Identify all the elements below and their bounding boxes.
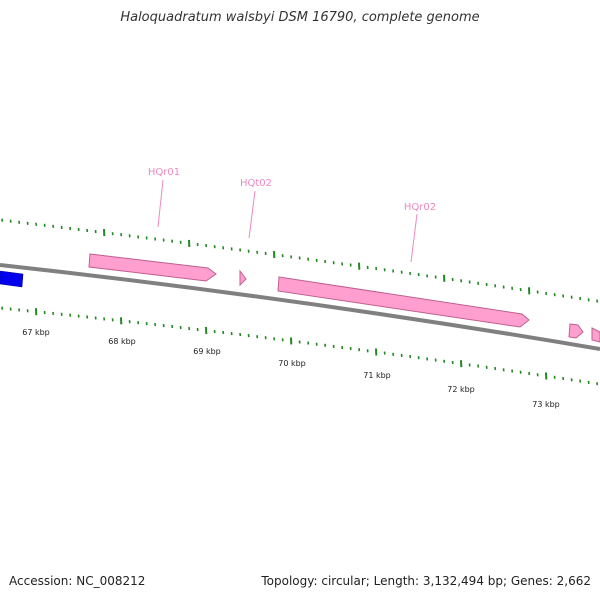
scale-label-68: 68 kbp [108, 337, 136, 346]
scale-label-70: 70 kbp [278, 359, 306, 368]
scale-label-72: 72 kbp [447, 385, 475, 394]
gene-label-hqt02: HQt02 [240, 178, 272, 189]
scale-label-71: 71 kbp [363, 371, 391, 380]
genome-backbone [0, 263, 600, 351]
gene-label-hqr02: HQr02 [404, 202, 436, 213]
rna-feature-edge-2[interactable] [591, 327, 600, 343]
genome-summary-text: Topology: circular; Length: 3,132,494 bp… [261, 574, 591, 588]
scale-label-67: 67 kbp [22, 328, 50, 337]
rrna-feature-hqr02[interactable] [277, 276, 530, 328]
scale-label-73: 73 kbp [532, 400, 560, 409]
outer-tick-track [1, 218, 599, 303]
label-leader-hqt02 [248, 190, 256, 239]
genome-title: Haloquadratum walsbyi DSM 16790, complet… [120, 10, 480, 25]
inner-tick-track [1, 306, 599, 386]
accession-text: Accession: NC_008212 [9, 574, 146, 588]
scale-label-69: 69 kbp [193, 347, 221, 356]
label-leader-hqr02 [410, 213, 418, 263]
rrna-feature-hqr01[interactable] [88, 253, 217, 282]
gene-label-hqr01: HQr01 [148, 167, 180, 178]
trna-feature-hqt02[interactable] [239, 269, 247, 287]
cds-feature[interactable] [0, 270, 24, 288]
label-leader-hqr01 [157, 179, 164, 228]
rna-feature-edge-1[interactable] [568, 323, 584, 339]
